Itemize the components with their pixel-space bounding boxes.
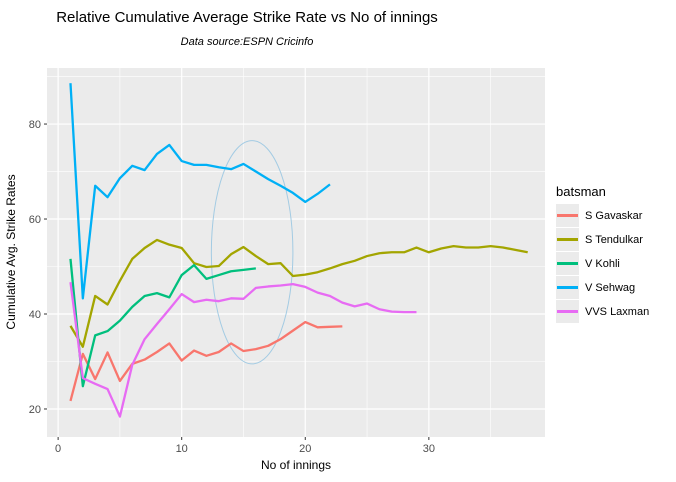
legend-label: VVS Laxman (585, 305, 650, 318)
chart-subtitle: Data source:ESPN Cricinfo (181, 36, 314, 48)
legend-entry: V Kohli (556, 252, 649, 275)
series-line-s-gavaskar (69, 320, 343, 402)
legend-key (556, 204, 579, 227)
series-line-s-tendulkar (69, 238, 528, 348)
legend-label: S Tendulkar (585, 233, 643, 246)
legend: batsman S Gavaskar S Tendulkar V Kohli V Se… (556, 184, 649, 324)
series-line-vvs-laxman (69, 282, 417, 418)
y-tick-label: 40 (29, 309, 41, 321)
plot-area: 0 10 20 30 20 40 60 80 (29, 68, 545, 455)
legend-entry: VVS Laxman (556, 300, 649, 323)
x-tick-label: 0 (55, 443, 61, 455)
legend-key-line (557, 238, 578, 241)
y-tick-label: 60 (29, 214, 41, 226)
annotation-ellipse (210, 140, 294, 365)
series-line-v-kohli (69, 258, 256, 388)
legend-label: S Gavaskar (585, 209, 643, 222)
y-tick-label: 80 (29, 119, 41, 131)
legend-entries: S Gavaskar S Tendulkar V Kohli V Sehwag VVS … (556, 204, 649, 323)
y-tick-label: 20 (29, 404, 41, 416)
legend-key-line (557, 310, 578, 313)
series-line-v-sehwag (69, 83, 331, 300)
legend-key-line (557, 214, 578, 217)
plot-panel (47, 68, 545, 437)
legend-key (556, 300, 579, 323)
x-axis-title: No of innings (261, 458, 331, 472)
x-tick-label: 10 (176, 443, 188, 455)
legend-key (556, 276, 579, 299)
legend-key-line (557, 286, 578, 289)
chart-title: Relative Cumulative Average Strike Rate … (56, 9, 438, 26)
legend-entry: V Sehwag (556, 276, 649, 299)
legend-key-line (557, 262, 578, 265)
legend-title: batsman (556, 184, 606, 199)
legend-entry: S Gavaskar (556, 204, 649, 227)
legend-key (556, 252, 579, 275)
legend-key (556, 228, 579, 251)
x-tick-label: 20 (299, 443, 311, 455)
legend-label: V Kohli (585, 257, 620, 270)
y-axis-title: Cumulative Avg. Strike Rates (4, 174, 18, 329)
x-tick-label: 30 (423, 443, 435, 455)
legend-label: V Sehwag (585, 281, 636, 294)
legend-entry: S Tendulkar (556, 228, 649, 251)
